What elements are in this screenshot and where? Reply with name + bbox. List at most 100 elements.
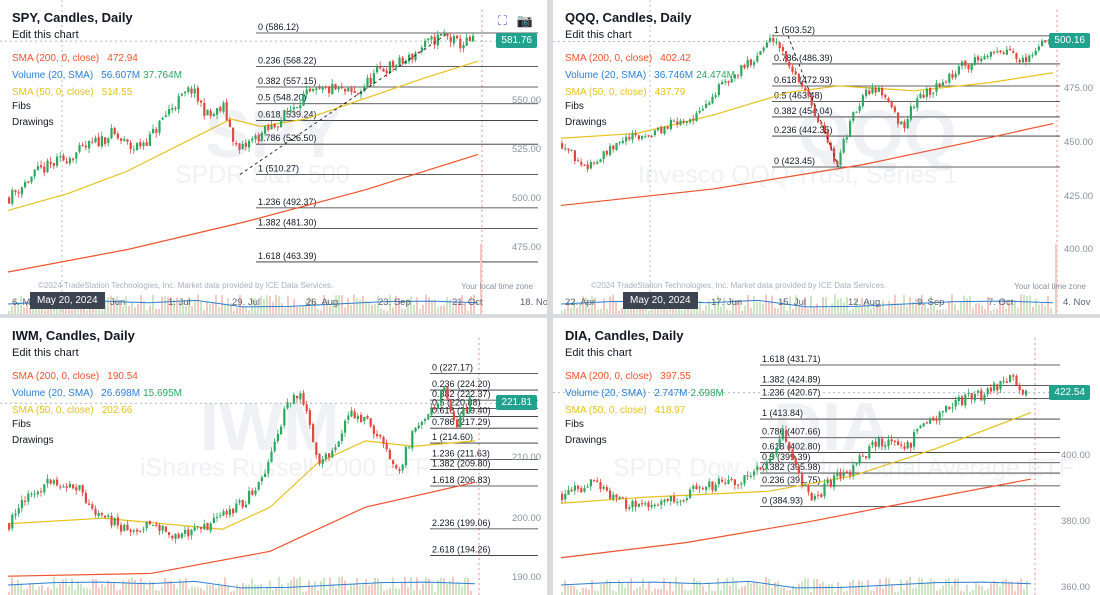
candle-body bbox=[379, 434, 382, 437]
candle-body bbox=[765, 42, 768, 48]
chart-panel-spy[interactable]: 0 (586.12) 0.236 (568.22) 0.382 (557.15) 0.… bbox=[0, 0, 547, 314]
volume-bar bbox=[936, 309, 938, 314]
indicator-legend[interactable]: SMA (200, 0, close) 397.55 bbox=[565, 371, 691, 382]
candle-body bbox=[324, 86, 327, 88]
candle-body bbox=[334, 447, 337, 451]
candle-body bbox=[52, 480, 55, 484]
volume-bar bbox=[410, 296, 412, 314]
volume-bar bbox=[14, 299, 16, 314]
volume-bar bbox=[116, 296, 118, 314]
indicator-legend[interactable]: SMA (50, 0, close) 514.55 bbox=[12, 87, 132, 98]
sma-200-line bbox=[7, 481, 476, 577]
candle-body bbox=[465, 37, 468, 46]
fib-levels[interactable]: 1 (503.52) 0.786 (486.39) 0.618 (472.93) 0.… bbox=[772, 25, 1060, 168]
candle-body bbox=[788, 442, 791, 450]
candle-body bbox=[155, 524, 158, 526]
indicator-legend[interactable]: Volume (20, SMA) 26.698M 15.695M bbox=[12, 388, 182, 399]
candle-body bbox=[347, 87, 350, 92]
volume-bar bbox=[972, 589, 974, 595]
drawings-legend-label[interactable]: Drawings bbox=[565, 117, 607, 128]
volume-bar bbox=[675, 577, 677, 595]
volume-bar bbox=[867, 580, 869, 595]
indicator-legend[interactable]: SMA (50, 0, close) 437.79 bbox=[565, 87, 685, 98]
volume-bar bbox=[591, 580, 593, 595]
x-axis-tick: 18. Nov bbox=[520, 297, 547, 308]
chart-panel-dia[interactable]: 1.618 (431.71) 1.382 (424.89) 1.236 (420.6… bbox=[553, 318, 1100, 595]
volume-bar bbox=[1002, 299, 1004, 314]
indicator-legend[interactable]: Volume (20, SMA) 36.746M 24.474M bbox=[565, 70, 735, 81]
indicator-legend[interactable]: SMA (200, 0, close) 472.94 bbox=[12, 53, 138, 64]
volume-bar bbox=[873, 590, 875, 595]
candle-body bbox=[900, 444, 903, 446]
volume-bar bbox=[597, 309, 599, 314]
volume-bar bbox=[792, 309, 794, 314]
fibs-legend-label[interactable]: Fibs bbox=[12, 419, 31, 430]
candle-body bbox=[446, 387, 449, 400]
drawings-legend-label[interactable]: Drawings bbox=[12, 117, 54, 128]
candle-body bbox=[810, 493, 813, 501]
volume-bar bbox=[936, 590, 938, 595]
edit-chart-link[interactable]: Edit this chart bbox=[12, 347, 79, 359]
candle-body bbox=[778, 42, 781, 48]
candle-body bbox=[142, 529, 145, 531]
volume-bar bbox=[972, 308, 974, 314]
volume-bar bbox=[828, 308, 830, 314]
chart-canvas[interactable]: 0 (227.17)0.236 (224.20)0.382 (222.37)0.… bbox=[0, 318, 547, 595]
candle-body bbox=[970, 393, 973, 400]
indicator-value: 397.55 bbox=[660, 371, 691, 382]
drawings-legend-label[interactable]: Drawings bbox=[12, 435, 54, 446]
candle-body bbox=[46, 478, 49, 484]
volume-bar bbox=[23, 307, 25, 314]
candle-body bbox=[1025, 390, 1028, 396]
candle-body bbox=[602, 151, 605, 160]
chart-panel-qqq[interactable]: 1 (503.52) 0.786 (486.39) 0.618 (472.93) 0.… bbox=[553, 0, 1100, 314]
indicator-legend[interactable]: SMA (50, 0, close) 418.97 bbox=[565, 405, 685, 416]
chart-panel-iwm[interactable]: 0 (227.17) 0.236 (224.20) 0.382 (222.37) 0.… bbox=[0, 318, 547, 595]
chart-canvas[interactable]: 1.618 (431.71) 1.382 (424.89) 1.236 (420.6… bbox=[553, 318, 1100, 595]
candle-body bbox=[983, 394, 986, 401]
drawings-legend-label[interactable]: Drawings bbox=[565, 435, 607, 446]
edit-chart-link[interactable]: Edit this chart bbox=[12, 29, 79, 41]
volume-bar bbox=[398, 588, 400, 595]
fib-levels[interactable]: 0 (586.12) 0.236 (568.22) 0.382 (557.15) 0.… bbox=[256, 22, 538, 263]
candle-body bbox=[24, 181, 27, 188]
fibs-legend-label[interactable]: Fibs bbox=[565, 101, 584, 112]
candle-body bbox=[673, 496, 676, 503]
indicator-legend[interactable]: Volume (20, SMA) 2.747M 2.698M bbox=[565, 388, 724, 399]
candle-body bbox=[360, 414, 363, 423]
indicator-legend[interactable]: SMA (50, 0, close) 202.66 bbox=[12, 405, 132, 416]
volume-bar bbox=[398, 298, 400, 314]
indicator-legend[interactable]: Volume (20, SMA) 56.607M 37.764M bbox=[12, 70, 182, 81]
x-axis-tick: 29. Jul bbox=[232, 297, 260, 308]
sma-50-line bbox=[7, 60, 479, 212]
volume-bar bbox=[711, 309, 713, 314]
candle-body bbox=[420, 47, 423, 52]
indicator-label: SMA (200, 0, close) bbox=[565, 371, 653, 382]
indicator-label: Volume (20, SMA) bbox=[12, 388, 94, 399]
candle-body bbox=[580, 161, 583, 165]
chart-canvas[interactable]: 0 (586.12) 0.236 (568.22) 0.382 (557.15) 0.… bbox=[0, 0, 547, 314]
volume-bar bbox=[86, 309, 88, 314]
fibs-legend-label[interactable]: Fibs bbox=[565, 419, 584, 430]
fibs-legend-label[interactable]: Fibs bbox=[12, 101, 31, 112]
chart-canvas[interactable]: 1 (503.52) 0.786 (486.39) 0.618 (472.93) 0.… bbox=[553, 0, 1100, 314]
fib-levels[interactable]: 1.618 (431.71) 1.382 (424.89) 1.236 (420.6… bbox=[760, 354, 1060, 507]
edit-chart-link[interactable]: Edit this chart bbox=[565, 347, 632, 359]
volume-bar bbox=[380, 308, 382, 314]
volume-bar bbox=[377, 578, 379, 595]
volume-bar bbox=[35, 307, 37, 314]
candle-body bbox=[411, 431, 414, 449]
indicator-legend[interactable]: SMA (200, 0, close) 190.54 bbox=[12, 371, 138, 382]
candle-body bbox=[398, 57, 401, 66]
candle-body bbox=[241, 143, 244, 150]
volume-bar bbox=[1047, 296, 1049, 314]
candle-body bbox=[727, 479, 730, 484]
candle-body bbox=[161, 525, 164, 531]
camera-icon[interactable]: 📷 bbox=[516, 13, 533, 28]
volume-bar bbox=[332, 299, 334, 314]
indicator-legend[interactable]: SMA (200, 0, close) 402.42 bbox=[565, 53, 691, 64]
edit-chart-link[interactable]: Edit this chart bbox=[565, 29, 632, 41]
y-axis-tick: 550.00 bbox=[512, 95, 541, 106]
volume-bar bbox=[651, 591, 653, 595]
fullscreen-icon[interactable]: ⛶ bbox=[497, 13, 507, 28]
